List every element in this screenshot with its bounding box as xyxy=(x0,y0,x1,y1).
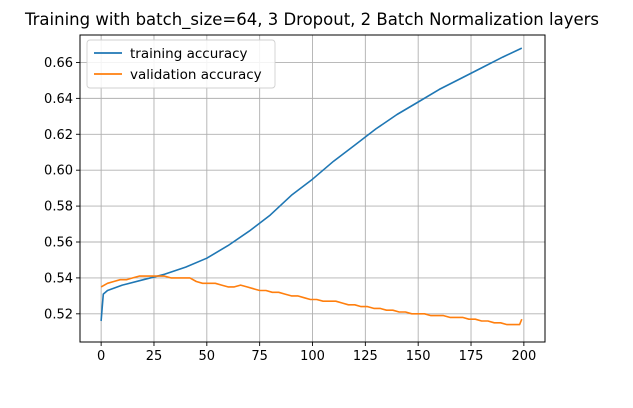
y-tick-label: 0.62 xyxy=(44,128,73,143)
x-tick-label: 50 xyxy=(199,349,216,364)
legend: training accuracy validation accuracy xyxy=(86,39,276,89)
x-tick-label: 200 xyxy=(511,349,536,364)
y-tick-label: 0.60 xyxy=(44,164,73,179)
y-tick-label: 0.58 xyxy=(44,200,73,215)
legend-label: validation accuracy xyxy=(130,67,262,83)
series-layer xyxy=(100,47,523,326)
y-tick-label: 0.64 xyxy=(44,92,73,107)
x-tick-label: 75 xyxy=(251,349,268,364)
x-tick-label: 175 xyxy=(459,349,484,364)
y-tick-label: 0.56 xyxy=(44,236,73,251)
x-axis: 0 25 50 75 100 125 150 175 200 xyxy=(97,342,536,364)
legend-box xyxy=(86,39,276,89)
x-tick-label: 100 xyxy=(300,349,325,364)
series-line-2 xyxy=(100,275,523,326)
grid-lines xyxy=(80,35,545,342)
y-axis: 0.52 0.54 0.56 0.58 0.60 0.62 0.64 0.66 xyxy=(44,56,80,322)
x-tick-label: 125 xyxy=(353,349,378,364)
legend-label: training accuracy xyxy=(130,46,248,62)
y-tick-label: 0.52 xyxy=(44,307,73,322)
series-line-1 xyxy=(100,47,523,322)
y-tick-label: 0.66 xyxy=(44,56,73,71)
x-tick-label: 25 xyxy=(146,349,163,364)
chart-title: Training with batch_size=64, 3 Dropout, … xyxy=(24,10,599,30)
x-tick-label: 150 xyxy=(406,349,431,364)
x-tick-label: 0 xyxy=(97,349,105,364)
y-tick-label: 0.54 xyxy=(44,271,73,286)
